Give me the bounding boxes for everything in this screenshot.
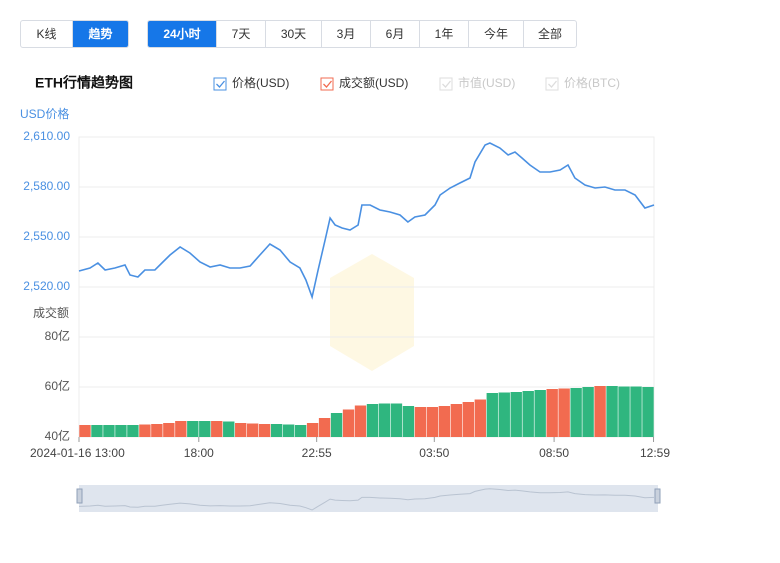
volume-bar <box>270 424 283 437</box>
volume-bar <box>402 406 415 437</box>
volume-bar <box>79 425 91 437</box>
range-button[interactable]: 6月 <box>371 21 420 47</box>
volume-bar <box>378 403 391 437</box>
volume-bar <box>211 421 223 437</box>
volume-bar <box>618 386 630 437</box>
volume-bar <box>462 402 475 437</box>
volume-bar <box>630 386 642 437</box>
x-tick-label: 22:55 <box>302 446 332 460</box>
volume-bar <box>606 386 618 437</box>
y-tick-label: 2,610.00 <box>23 129 70 143</box>
volume-bar <box>582 387 594 437</box>
volume-bar <box>414 407 427 437</box>
x-tick-label: 18:00 <box>184 446 214 460</box>
volume-bar <box>426 407 439 437</box>
volume-bar <box>235 423 247 437</box>
price-line <box>78 142 655 300</box>
volume-bar <box>390 403 403 437</box>
navigator-line <box>78 488 655 511</box>
volume-bar <box>486 393 498 437</box>
axis-title: 成交额 <box>33 305 69 320</box>
view-button[interactable]: K线 <box>21 21 73 47</box>
volume-bar <box>318 418 331 437</box>
range-button[interactable]: 24小时 <box>148 21 217 47</box>
volume-bar <box>294 425 307 437</box>
range-button[interactable]: 7天 <box>217 21 266 47</box>
volume-bar <box>366 404 379 437</box>
navigator-handle[interactable] <box>76 488 83 504</box>
volume-bar <box>199 421 211 437</box>
legend-check <box>548 80 557 88</box>
watermark <box>330 254 414 371</box>
volume-bar <box>127 425 139 437</box>
y-tick-label: 2,520.00 <box>23 279 70 293</box>
volume-bar <box>498 392 510 437</box>
range-button[interactable]: 3月 <box>322 21 371 47</box>
volume-bar <box>510 392 522 437</box>
volume-bar <box>258 424 271 437</box>
legend-label[interactable]: 市值(USD) <box>458 75 515 90</box>
y-tick-label: 2,580.00 <box>23 179 70 193</box>
navigator[interactable] <box>79 485 658 512</box>
y-tick-label: 60亿 <box>45 378 70 393</box>
range-button[interactable]: 1年 <box>420 21 469 47</box>
volume-bar <box>91 425 103 437</box>
y-tick-label: 80亿 <box>45 328 70 343</box>
legend-box[interactable] <box>213 77 227 91</box>
volume-bar <box>354 405 367 437</box>
volume-bar <box>151 424 163 437</box>
y-tick-label: 40亿 <box>45 428 70 443</box>
legend-check <box>216 80 225 88</box>
volume-bar <box>330 413 343 437</box>
navigator-handle[interactable] <box>654 488 661 504</box>
legend-label[interactable]: 价格(USD) <box>232 75 289 90</box>
legend-box[interactable] <box>545 77 559 91</box>
legend-box[interactable] <box>439 77 453 91</box>
chart-title: ETH行情趋势图 <box>35 75 133 91</box>
volume-bar <box>534 390 546 437</box>
volume-bar <box>139 424 151 437</box>
volume-bar <box>282 424 295 437</box>
volume-bar <box>103 425 115 437</box>
volume-bar <box>187 421 199 437</box>
volume-bar <box>438 406 451 437</box>
legend-label[interactable]: 价格(BTC) <box>564 75 620 90</box>
view-switch: K线 趋势 <box>20 20 129 48</box>
legend-label[interactable]: 成交额(USD) <box>339 75 408 90</box>
volume-bar <box>570 388 582 437</box>
range-button[interactable]: 30天 <box>266 21 322 47</box>
x-tick-label: 08:50 <box>539 446 569 460</box>
x-tick-label: 12:59 <box>640 446 670 460</box>
y-tick-label: 2,550.00 <box>23 229 70 243</box>
volume-bar <box>175 421 187 437</box>
range-switch: 24小时 7天 30天 3月 6月 1年 今年 全部 <box>147 20 577 48</box>
volume-bar <box>115 425 127 437</box>
axis-title: USD价格 <box>20 106 69 121</box>
range-button[interactable]: 全部 <box>537 27 562 41</box>
volume-bar <box>546 389 558 437</box>
volume-bar <box>474 399 486 437</box>
legend-box[interactable] <box>320 77 334 91</box>
volume-bar <box>247 423 259 437</box>
legend-check <box>323 80 332 88</box>
volume-bar <box>450 404 463 437</box>
volume-bar <box>342 409 355 437</box>
volume-bar <box>223 421 235 437</box>
volume-bar <box>642 387 654 437</box>
legend-check <box>442 80 451 88</box>
x-tick-label: 2024-01-16 13:00 <box>30 446 125 460</box>
volume-bar <box>558 388 570 437</box>
range-button[interactable]: 今年 <box>469 21 524 47</box>
x-tick-label: 03:50 <box>419 446 449 460</box>
volume-bar <box>306 423 319 437</box>
volume-bar <box>163 423 175 437</box>
volume-bar <box>522 391 534 437</box>
view-button[interactable]: 趋势 <box>73 21 128 47</box>
volume-bar <box>594 386 606 437</box>
